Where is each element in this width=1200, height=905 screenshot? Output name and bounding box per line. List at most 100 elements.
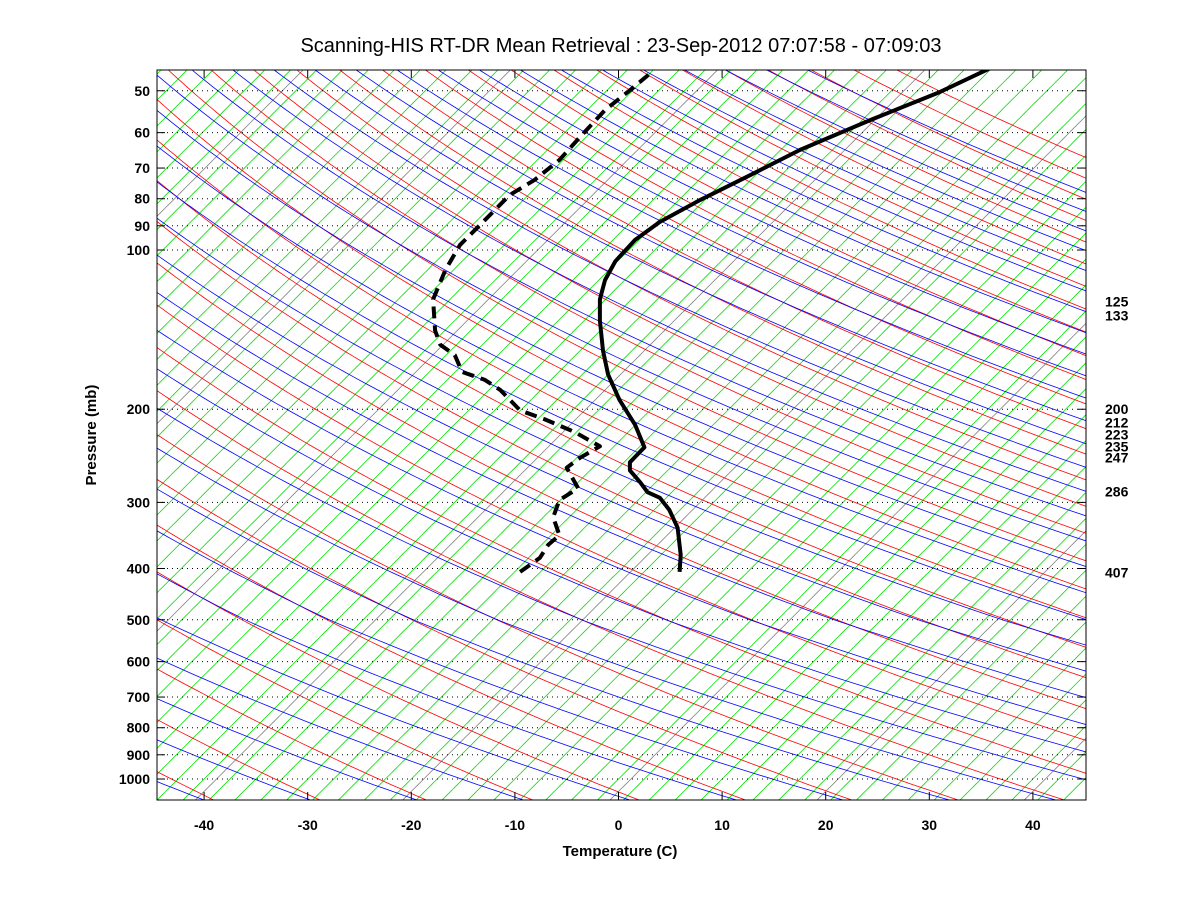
isotherm-line (0, 44, 135, 811)
dry-adiabat-line (0, 44, 452, 811)
isotherm-line (405, 44, 1171, 811)
isotherm-line (120, 44, 886, 811)
isotherm-line (327, 44, 1093, 811)
isotherm-line (923, 44, 1200, 811)
moist-adiabat-line (82, 44, 1200, 811)
right-level-label: 286 (1105, 483, 1129, 499)
isotherm-line (0, 44, 394, 811)
y-tick-label: 70 (134, 160, 150, 176)
y-tick-label: 400 (127, 560, 151, 576)
moist-adiabat-line (0, 44, 449, 811)
y-tick-label: 900 (127, 747, 151, 763)
dry-adiabat-line (805, 44, 1200, 811)
reference-line (392, 44, 1158, 811)
isotherm-line (768, 44, 1200, 811)
background-lines (0, 44, 1200, 811)
isotherm-line (820, 44, 1200, 811)
x-tick-label: 20 (818, 817, 834, 833)
isotherm-line (509, 44, 1200, 811)
isotherm-line (94, 44, 860, 811)
y-tick-label: 500 (127, 612, 151, 628)
isotherm-line (0, 44, 6, 811)
moist-adiabat-line (0, 44, 773, 811)
dry-adiabat-line (17, 44, 1200, 811)
dry-adiabat-line (0, 44, 21, 811)
y-tick-label: 50 (134, 83, 150, 99)
isotherm-line (172, 44, 938, 811)
reference-line (0, 44, 536, 811)
isotherm-line (975, 44, 1200, 811)
x-tick-label: 0 (615, 817, 623, 833)
isotherm-line (0, 44, 757, 811)
y-tick-label: 600 (127, 654, 151, 670)
moist-adiabat-line (201, 44, 1200, 811)
y-tick-label: 1000 (119, 771, 150, 787)
isotherm-line (250, 44, 1016, 811)
moist-adiabat-line (0, 44, 17, 811)
y-tick-label: 700 (127, 689, 151, 705)
y-tick-label: 60 (134, 125, 150, 141)
reference-line (0, 44, 122, 811)
x-tick-label: -40 (194, 817, 214, 833)
isotherm-line (0, 44, 731, 811)
moist-adiabat-line (281, 44, 1200, 811)
isotherm-line (794, 44, 1200, 811)
isotherm-line (742, 44, 1200, 811)
isotherm-line (302, 44, 1068, 811)
y-axis: 50 60 70 80 90 100 200 300 400 500 600 700 800 900 100… (119, 83, 1086, 787)
chart-title: Scanning-HIS RT-DR Mean Retrieval : 23-S… (300, 35, 941, 57)
temperature-line (600, 68, 991, 572)
dry-adiabat-line (0, 44, 129, 811)
profile-series (433, 68, 990, 572)
y-tick-label: 90 (134, 218, 150, 234)
moist-adiabat-line (0, 44, 125, 811)
moist-adiabat-line (558, 44, 1200, 811)
isotherm-line (0, 44, 472, 811)
isotherm-line (0, 44, 213, 811)
x-tick-label: -30 (298, 817, 318, 833)
dry-adiabat-line (0, 44, 344, 811)
right-level-label: 247 (1105, 450, 1129, 466)
moist-adiabat-line (320, 44, 1200, 811)
x-tick-label: 40 (1025, 817, 1041, 833)
isotherm-line (0, 44, 58, 811)
isotherm-line (0, 44, 84, 811)
y-axis-label: Pressure (mb) (83, 385, 100, 486)
x-tick-label: -20 (401, 817, 421, 833)
y-tick-label: 800 (127, 720, 151, 736)
isotherm-line (224, 44, 990, 811)
dry-adiabat-line (390, 44, 1200, 811)
isotherm-line (0, 44, 239, 811)
y-tick-label: 100 (127, 242, 151, 258)
y-tick-label: 80 (134, 191, 150, 207)
moist-adiabat-line (0, 44, 233, 811)
isotherm-line (379, 44, 1145, 811)
isotherm-line (0, 44, 446, 811)
dry-adiabat-line (266, 44, 1200, 811)
isotherm-line (0, 44, 317, 811)
x-tick-label: 10 (714, 817, 730, 833)
isotherm-line (146, 44, 912, 811)
x-tick-label: -10 (505, 817, 525, 833)
isotherm-line (0, 44, 705, 811)
isotherm-line (0, 44, 679, 811)
moist-adiabat-line (519, 44, 1200, 811)
y-tick-label: 200 (127, 401, 151, 417)
moist-adiabat-line (0, 44, 341, 811)
isotherm-line (0, 44, 343, 811)
x-axis-label: Temperature (C) (563, 843, 678, 860)
right-level-label: 407 (1105, 564, 1129, 580)
right-level-label: 133 (1105, 308, 1129, 324)
dry-adiabat-line (847, 44, 1200, 811)
moist-adiabat-line (3, 44, 1200, 811)
isotherm-line (0, 44, 32, 811)
dry-adiabat-line (556, 44, 1200, 811)
isotherm-line (0, 44, 524, 811)
isotherm-line (0, 44, 498, 811)
x-tick-label: 30 (922, 817, 938, 833)
moist-adiabat-line (43, 44, 1200, 811)
y-tick-label: 300 (127, 494, 151, 510)
dry-adiabat-line (58, 44, 1200, 811)
